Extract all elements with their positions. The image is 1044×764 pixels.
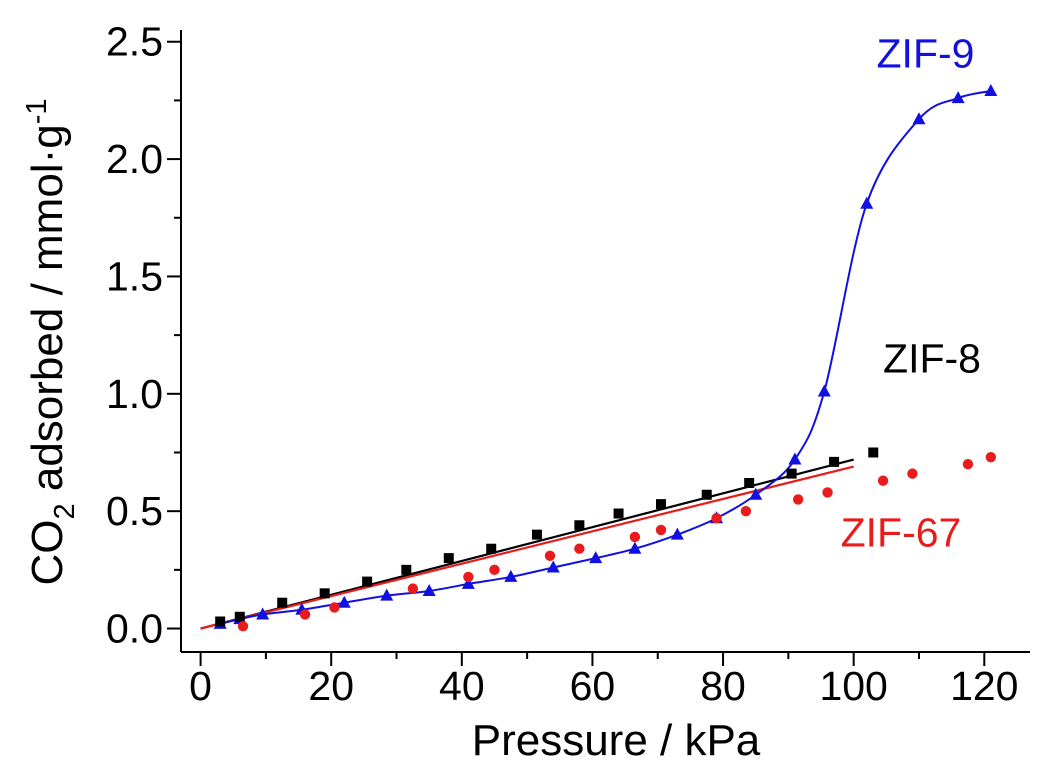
x-tick-label: 0: [189, 663, 212, 709]
point-zif-8: [486, 543, 497, 554]
point-zif-8: [319, 588, 330, 599]
y-axis-title: CO2 adsorbed / mmol·g-1: [21, 99, 81, 586]
x-tick-label: 20: [308, 663, 354, 709]
y-tick-label: 2.0: [106, 136, 163, 182]
point-zif-9: [380, 588, 394, 601]
x-ticks: 0 20 40 60 80 100 120: [189, 652, 1018, 709]
point-zif-9: [749, 487, 763, 500]
series-label-zif-67: ZIF-67: [841, 509, 962, 555]
series-labels: ZIF-9 ZIF-8 ZIF-67: [841, 31, 981, 556]
y-tick-label: 1.5: [106, 253, 163, 299]
point-zif-67: [489, 564, 500, 576]
point-zif-8: [829, 456, 840, 467]
point-zif-9: [951, 91, 965, 104]
point-zif-9: [984, 84, 998, 97]
x-tick-label: 40: [439, 663, 485, 709]
point-zif-9: [546, 560, 560, 573]
x-tick-label: 100: [819, 663, 887, 709]
point-zif-8: [215, 616, 226, 627]
axes: 0 20 40 60 80 100 120 0.0 0.5 1.0 1.5 2.0 2.5: [106, 19, 1030, 709]
point-zif-9: [670, 527, 684, 540]
y-axis-title-subscript: 2: [49, 503, 81, 519]
point-zif-9: [461, 576, 475, 589]
y-tick-label: 2.5: [106, 19, 163, 65]
point-zif-67: [985, 451, 997, 463]
point-zif-9: [860, 196, 874, 209]
point-zif-67: [629, 531, 641, 543]
point-zif-9: [256, 607, 270, 620]
series-label-zif-9: ZIF-9: [877, 31, 975, 77]
point-zif-8: [786, 468, 797, 479]
point-zif-9: [912, 112, 926, 125]
point-zif-8: [531, 529, 542, 540]
point-zif-67: [740, 505, 752, 517]
x-tick-label: 80: [700, 663, 746, 709]
point-zif-67: [962, 459, 974, 470]
point-zif-67: [407, 583, 419, 594]
markers: [213, 84, 998, 632]
point-zif-9: [788, 452, 802, 465]
point-zif-8: [401, 564, 412, 575]
point-zif-67: [329, 602, 340, 613]
point-zif-67: [792, 494, 804, 505]
point-zif-9: [337, 595, 351, 608]
x-tick-label: 60: [570, 663, 616, 709]
point-zif-8: [868, 447, 879, 458]
y-tick-label: 0.0: [106, 606, 163, 652]
point-zif-67: [463, 571, 474, 583]
series-line-zif-9: [219, 90, 992, 625]
point-zif-67: [574, 543, 585, 554]
point-zif-67: [877, 475, 889, 486]
point-zif-9: [589, 551, 603, 564]
x-tick-label: 120: [950, 663, 1018, 709]
y-ticks: 0.0 0.5 1.0 1.5 2.0 2.5: [106, 19, 181, 652]
series-label-zif-8: ZIF-8: [883, 336, 981, 382]
point-zif-9: [504, 569, 518, 582]
point-zif-67: [655, 524, 667, 536]
y-axis-title-prefix: CO: [23, 520, 72, 586]
y-tick-label: 0.5: [106, 488, 163, 534]
point-zif-8: [362, 576, 373, 587]
point-zif-8: [443, 553, 454, 564]
point-zif-8: [744, 478, 755, 489]
point-zif-8: [701, 489, 712, 500]
series-lines: [219, 90, 992, 625]
fit-lines: [200, 458, 854, 630]
y-tick-label: 1.0: [106, 371, 163, 417]
point-zif-8: [613, 508, 624, 519]
point-zif-67: [907, 468, 918, 479]
point-zif-67: [299, 609, 311, 620]
point-zif-8: [234, 611, 245, 622]
point-zif-8: [574, 520, 585, 531]
point-zif-67: [711, 513, 722, 524]
plot-area: [200, 84, 998, 632]
point-zif-67: [237, 620, 249, 632]
point-zif-8: [277, 597, 288, 608]
point-zif-67: [822, 487, 833, 498]
point-zif-8: [656, 499, 667, 510]
x-axis-title: Pressure / kPa: [472, 716, 761, 764]
y-axis-title-middle: adsorbed / mmol·g: [23, 124, 72, 503]
point-zif-9: [422, 583, 436, 596]
point-zif-9: [817, 384, 831, 397]
y-axis-title-superscript: -1: [21, 99, 53, 125]
point-zif-9: [628, 541, 642, 554]
point-zif-67: [544, 550, 556, 561]
fit-line-zif-67: [200, 465, 854, 630]
